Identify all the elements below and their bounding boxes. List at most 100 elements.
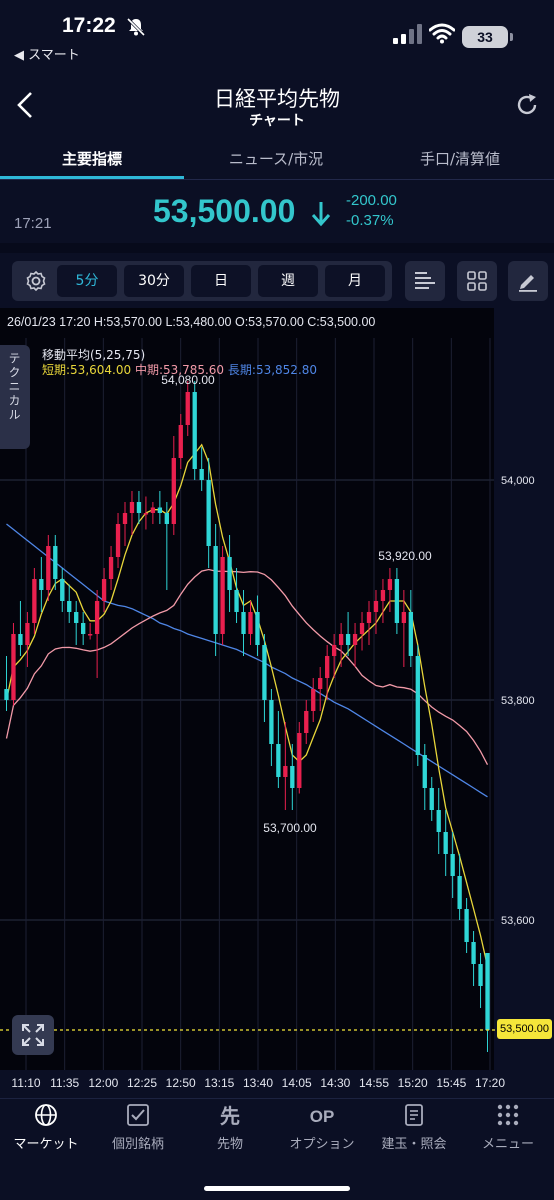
- interval-5min-button[interactable]: 5分: [57, 265, 117, 297]
- candle-body: [185, 392, 190, 425]
- nav-positions[interactable]: 建玉・照会: [368, 1102, 460, 1152]
- checkbox-icon: [127, 1104, 149, 1126]
- nav-futures[interactable]: 先 先物: [184, 1102, 276, 1152]
- candle-body: [464, 909, 469, 942]
- list-icon: [415, 272, 435, 289]
- candle-layer: [4, 381, 490, 1052]
- ma-short-line: [5, 443, 489, 967]
- x-tick-label: 11:10: [11, 1076, 40, 1090]
- candle-body: [311, 689, 316, 711]
- candle-body: [206, 480, 211, 546]
- page-title: 日経平均先物: [214, 87, 340, 111]
- battery-tip: [510, 33, 513, 41]
- nav-stocks[interactable]: 個別銘柄: [92, 1102, 184, 1152]
- candle-body: [32, 579, 37, 623]
- candle-body: [164, 513, 169, 524]
- reload-icon[interactable]: [514, 92, 540, 118]
- technical-label: テクニカル: [7, 352, 21, 422]
- candle-body: [143, 513, 149, 515]
- candle-body: [220, 557, 225, 634]
- tab-bar: 主要指標 ニュース/市況 手口/清算値: [0, 138, 554, 180]
- list-view-button[interactable]: [405, 261, 445, 301]
- document-icon: [405, 1104, 423, 1126]
- back-chevron-icon[interactable]: [14, 90, 38, 120]
- home-indicator: [204, 1186, 350, 1191]
- x-tick-label: 11:35: [50, 1076, 79, 1090]
- draw-button[interactable]: [508, 261, 548, 301]
- interval-month-button[interactable]: 月: [325, 265, 385, 297]
- ma-legend: 短期:53,604.00 中期:53,785.60 長期:53,852.80: [42, 361, 317, 378]
- nav-menu[interactable]: メニュー: [462, 1102, 554, 1152]
- candle-body: [4, 689, 9, 700]
- candle-body: [304, 711, 309, 733]
- back-to-app-link[interactable]: ◀ スマート: [14, 48, 80, 63]
- menu-dots-icon: [497, 1104, 519, 1126]
- nav-market[interactable]: マーケット: [0, 1102, 92, 1152]
- candle-body: [422, 755, 427, 788]
- nav-options[interactable]: OP オプション: [276, 1102, 368, 1152]
- expand-chart-button[interactable]: [12, 1015, 54, 1055]
- pencil-icon: [519, 275, 537, 292]
- candle-body: [248, 612, 253, 634]
- candle-body: [325, 656, 330, 678]
- ma-title: 移動平均(5,25,75): [42, 348, 146, 362]
- candle-body: [255, 612, 260, 645]
- tab-orders[interactable]: 手口/清算値: [419, 150, 501, 168]
- gear-icon[interactable]: [24, 269, 48, 293]
- tab-main-indicators[interactable]: 主要指標: [61, 150, 122, 168]
- x-tick-label: 12:50: [166, 1076, 196, 1090]
- tick-layer: 54,000 53,800 53,600 11:10 11:35 12:00 12:25 12…: [11, 475, 534, 1090]
- candlestick-chart[interactable]: 54,000 53,800 53,600 11:10 11:35 12:00 12:25 12…: [0, 308, 554, 1098]
- page-subtitle: チャート: [249, 113, 305, 129]
- candle-body: [18, 634, 23, 645]
- price-time: 17:21: [14, 215, 52, 232]
- candle-body: [457, 876, 462, 909]
- candle-body: [366, 612, 372, 623]
- candle-body: [108, 557, 114, 579]
- ma-mid-label: 中期:53,785.60: [134, 363, 225, 377]
- price-change: -200.00: [346, 192, 397, 209]
- expand-icon: [22, 1024, 44, 1046]
- x-tick-label: 15:20: [398, 1076, 428, 1090]
- futures-icon: 先: [220, 1104, 240, 1128]
- candle-body: [241, 612, 246, 634]
- down-arrow-icon: [311, 202, 331, 227]
- candle-body: [87, 634, 93, 636]
- candle-body: [46, 546, 51, 590]
- globe-icon: [35, 1104, 57, 1126]
- technical-panel-tab[interactable]: [0, 345, 30, 449]
- candle-body: [415, 656, 420, 755]
- grid-view-button[interactable]: [457, 261, 497, 301]
- price-change-percent: -0.37%: [346, 212, 394, 229]
- nav-stocks-label: 個別銘柄: [111, 1137, 164, 1152]
- tab-news[interactable]: ニュース/市況: [228, 150, 324, 168]
- candle-body: [60, 579, 65, 601]
- candle-body: [136, 502, 142, 513]
- candle-body: [53, 546, 58, 579]
- svg-text:OP: OP: [310, 1107, 335, 1126]
- candle-body: [115, 524, 121, 557]
- ma-layer: [5, 443, 489, 967]
- candle-body: [192, 392, 197, 469]
- candle-body: [150, 507, 156, 513]
- x-tick-label: 15:45: [436, 1076, 466, 1090]
- candle-body: [213, 546, 218, 634]
- interval-week-button[interactable]: 週: [258, 265, 318, 297]
- x-tick-label: 12:25: [127, 1076, 157, 1090]
- interval-30min-button[interactable]: 30分: [124, 265, 184, 297]
- y-tick-label: 53,800: [501, 695, 535, 707]
- candle-body: [262, 645, 267, 700]
- last-price-tag: 53,500.00: [497, 1019, 552, 1039]
- battery-indicator: 33: [462, 26, 508, 48]
- candle-body: [199, 469, 204, 480]
- candle-body: [387, 579, 393, 590]
- current-price: 53,500.00: [153, 193, 296, 229]
- candle-body: [443, 832, 448, 854]
- candle-body: [380, 590, 386, 601]
- nav-futures-label: 先物: [216, 1137, 243, 1152]
- candle-body: [269, 700, 274, 744]
- x-tick-label: 12:00: [88, 1076, 118, 1090]
- candle-body: [359, 623, 365, 634]
- interval-day-button[interactable]: 日: [191, 265, 251, 297]
- bottom-navigation: [0, 1098, 554, 1200]
